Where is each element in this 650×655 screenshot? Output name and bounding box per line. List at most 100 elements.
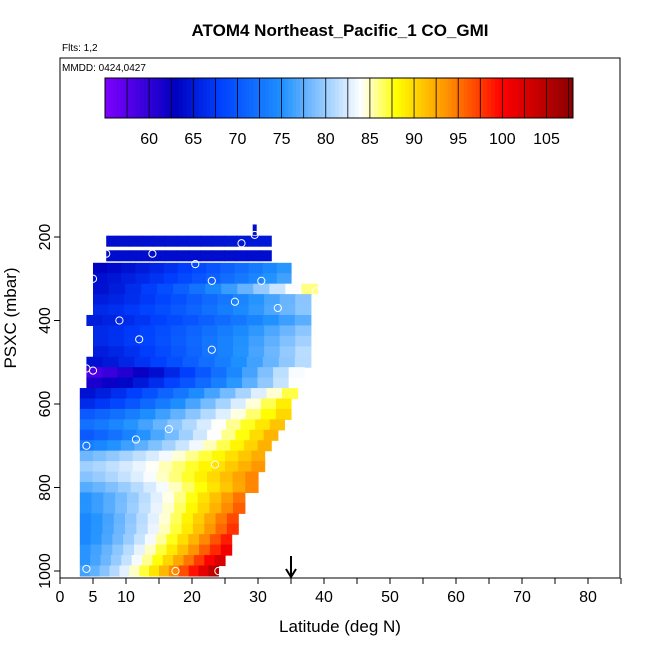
heatmap-cell bbox=[149, 262, 165, 274]
colorbar-segment bbox=[292, 78, 297, 118]
heatmap-cell bbox=[101, 377, 119, 389]
heatmap-cell bbox=[79, 534, 92, 546]
heatmap-cell bbox=[217, 325, 234, 337]
heatmap-cell bbox=[115, 492, 128, 504]
colorbar-segment bbox=[300, 78, 305, 118]
heatmap-cell bbox=[233, 325, 250, 337]
heatmap-cell bbox=[201, 304, 219, 316]
heatmap-cell bbox=[178, 565, 190, 577]
heatmap-cell bbox=[168, 565, 180, 577]
arrow-head bbox=[285, 568, 297, 579]
heatmap-cell bbox=[124, 346, 141, 358]
heatmap-cell bbox=[259, 235, 272, 247]
heatmap-cell bbox=[247, 250, 261, 262]
heatmap-cell bbox=[273, 377, 290, 389]
colorbar-segment bbox=[276, 78, 281, 118]
heatmap-cell bbox=[186, 304, 203, 316]
heatmap-cell bbox=[263, 429, 279, 441]
heatmap-cell bbox=[141, 250, 154, 262]
colorbar-segment bbox=[417, 78, 422, 118]
heatmap-cell bbox=[278, 314, 296, 327]
heatmap-cell bbox=[295, 346, 312, 358]
heatmap-cell bbox=[113, 523, 126, 535]
heatmap-cell bbox=[110, 388, 128, 400]
heatmap-cell bbox=[107, 273, 122, 285]
heatmap-cell bbox=[248, 304, 265, 316]
colorbar-segment bbox=[397, 78, 402, 118]
heatmap-cell bbox=[288, 367, 305, 379]
heatmap-cell bbox=[126, 492, 140, 504]
colorbar: 60 65 70 75 80 85 90 95 100 105 bbox=[104, 77, 574, 148]
colorbar-segment bbox=[198, 78, 203, 118]
y-axis: 200 400 600 800 1000 bbox=[37, 224, 60, 589]
flight-marker bbox=[257, 276, 266, 285]
heatmap-cell bbox=[108, 294, 125, 306]
heatmap-cell bbox=[202, 440, 218, 452]
heatmap-cell bbox=[170, 346, 187, 358]
heatmap-bands bbox=[79, 224, 318, 577]
colorbar-segment bbox=[105, 78, 110, 118]
colorbar-segment bbox=[549, 78, 554, 118]
x-tick-label: 0 bbox=[56, 589, 65, 606]
heatmap-cell bbox=[185, 502, 199, 514]
heatmap-cell bbox=[144, 534, 157, 546]
heatmap-cell bbox=[219, 481, 234, 494]
colorbar-segment bbox=[108, 78, 114, 118]
heatmap-cell bbox=[247, 235, 261, 247]
heatmap-cell bbox=[108, 325, 125, 337]
heatmap-cell bbox=[159, 513, 171, 525]
heatmap-cell bbox=[221, 492, 234, 504]
heatmap-cell bbox=[264, 294, 281, 306]
colorbar-segment bbox=[401, 78, 406, 118]
heatmap-cell bbox=[79, 450, 94, 462]
heatmap-cell bbox=[248, 294, 265, 306]
heatmap-cell bbox=[102, 523, 115, 535]
colorbar-segment bbox=[303, 78, 309, 118]
heatmap-cell bbox=[150, 502, 163, 514]
heatmap-cell bbox=[92, 481, 106, 494]
heatmap-cell bbox=[250, 388, 268, 400]
heatmap-cell bbox=[232, 471, 246, 483]
heatmap-cell bbox=[208, 565, 219, 577]
x-tick-label: 50 bbox=[381, 589, 399, 606]
heatmap-cell bbox=[232, 481, 246, 494]
heatmap-cell bbox=[79, 440, 95, 452]
colorbar-segment bbox=[175, 78, 180, 118]
heatmap-cell bbox=[131, 555, 143, 567]
position-arrow-icon bbox=[285, 556, 297, 579]
colorbar-segment bbox=[151, 78, 157, 118]
heatmap-cell bbox=[215, 398, 232, 410]
heatmap-cell bbox=[170, 304, 187, 316]
heatmap-cell bbox=[125, 513, 137, 525]
colorbar-segment bbox=[420, 78, 426, 118]
colorbar-segment bbox=[288, 78, 293, 118]
heatmap-cell bbox=[110, 555, 122, 567]
x-axis: 0 5 10 20 30 40 50 60 70 80 bbox=[56, 578, 622, 606]
heatmap-cell bbox=[262, 314, 280, 327]
heatmap-cell bbox=[139, 325, 156, 337]
heatmap-cell bbox=[262, 273, 278, 285]
heatmap-cell bbox=[262, 262, 278, 274]
flight-marker bbox=[207, 345, 216, 354]
flight-marker bbox=[311, 287, 321, 296]
colorbar-segment bbox=[120, 78, 125, 118]
heatmap-cell bbox=[170, 523, 183, 535]
heatmap-cell bbox=[148, 367, 165, 379]
colorbar-tick-label: 100 bbox=[489, 131, 516, 148]
heatmap-cell bbox=[79, 565, 91, 577]
heatmap-cell bbox=[233, 304, 250, 316]
heatmap-cell bbox=[159, 523, 171, 535]
heatmap-cell bbox=[182, 356, 200, 368]
heatmap-cell bbox=[93, 346, 110, 358]
colorbar-segment bbox=[249, 78, 254, 118]
heatmap-cell bbox=[194, 471, 208, 483]
colorbar-segment bbox=[339, 78, 344, 118]
colorbar-segment bbox=[565, 78, 570, 118]
heatmap-cell bbox=[166, 356, 184, 368]
heatmap-cell bbox=[150, 429, 166, 441]
heatmap-cell bbox=[162, 502, 175, 514]
heatmap-cell bbox=[134, 356, 152, 368]
heatmap-cell bbox=[200, 398, 217, 410]
heatmap-cell bbox=[233, 502, 246, 514]
heatmap-cell bbox=[103, 502, 116, 514]
